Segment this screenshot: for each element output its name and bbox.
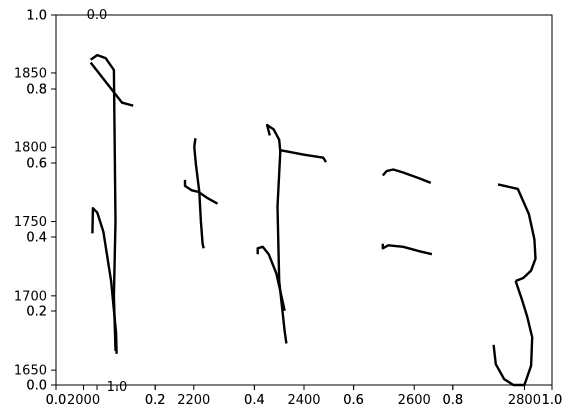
x-tick-label: 0.6 xyxy=(343,393,364,408)
y-tick-label: 0.6 xyxy=(26,157,47,172)
y-tick-label: 1750 xyxy=(14,215,47,230)
stroke-series-8 xyxy=(381,168,432,185)
y-tick-label: 0.8 xyxy=(26,83,47,98)
x-tick-label: 0.4 xyxy=(244,393,265,408)
y-tick-label: 1650 xyxy=(14,364,47,379)
x-tick-label: 2800 xyxy=(508,393,541,408)
x-tick-label: 2400 xyxy=(287,393,320,408)
x-tick-label: 0.0 xyxy=(46,393,67,408)
x-tick-label: 0.8 xyxy=(442,393,463,408)
stroke-series-9 xyxy=(381,243,433,256)
y-tick-label: 1800 xyxy=(14,141,47,156)
stroke-series-5 xyxy=(265,123,288,344)
stroke-series-7 xyxy=(256,245,286,311)
y-tick-label: 0.4 xyxy=(26,231,47,246)
y-tick-label: 1700 xyxy=(14,289,47,304)
x-tick-label: 1.0 xyxy=(542,393,563,408)
tick-labels: 0.0 0.2 0.4 0.6 0.8 1.00.00.20.40.60.81.00.0 0… xyxy=(14,9,562,409)
stroke-series-0 xyxy=(90,53,117,351)
y-tick-label: 0.2 xyxy=(26,305,47,320)
y-tick-label: 0.0 xyxy=(26,379,47,394)
x-tick-label: 1.0 xyxy=(542,393,563,408)
x-tick-label: 0.0 xyxy=(46,393,67,408)
y-tick-label: 0.4 xyxy=(26,231,47,246)
y-tick-label: 1850 xyxy=(14,66,47,81)
x-tick-label: 0.2 xyxy=(145,393,166,408)
stroke-series-2 xyxy=(91,206,118,354)
y-tick-label: 0.8 xyxy=(26,83,47,98)
x-tick-label: 2200 xyxy=(177,393,210,408)
strokes-layer xyxy=(89,53,537,387)
y-tick-label: 0.2 xyxy=(26,305,47,320)
stroke-series-6 xyxy=(280,149,328,163)
y-tick-label: 1.0 xyxy=(26,9,47,24)
stroke-series-4 xyxy=(183,179,219,205)
plot-background xyxy=(56,15,552,385)
stroke-series-1 xyxy=(89,61,134,107)
x-tick-label: 2600 xyxy=(398,393,431,408)
y-tick-label: 0.0 xyxy=(26,379,47,394)
stroke-series-11 xyxy=(492,280,534,387)
y-tick-label: 1.0 xyxy=(26,9,47,24)
x-tick-label: 0.2 xyxy=(145,393,166,408)
x-tick-label: 2000 xyxy=(67,393,100,408)
x-tick-label: 0.4 xyxy=(244,393,265,408)
x-tick-label: 0.8 xyxy=(442,393,463,408)
x-tick-label: 1.0 xyxy=(107,380,128,395)
x-tick-label: 0.6 xyxy=(343,393,364,408)
y-tick-label: 0.6 xyxy=(26,157,47,172)
stroke-series-10 xyxy=(497,183,537,283)
